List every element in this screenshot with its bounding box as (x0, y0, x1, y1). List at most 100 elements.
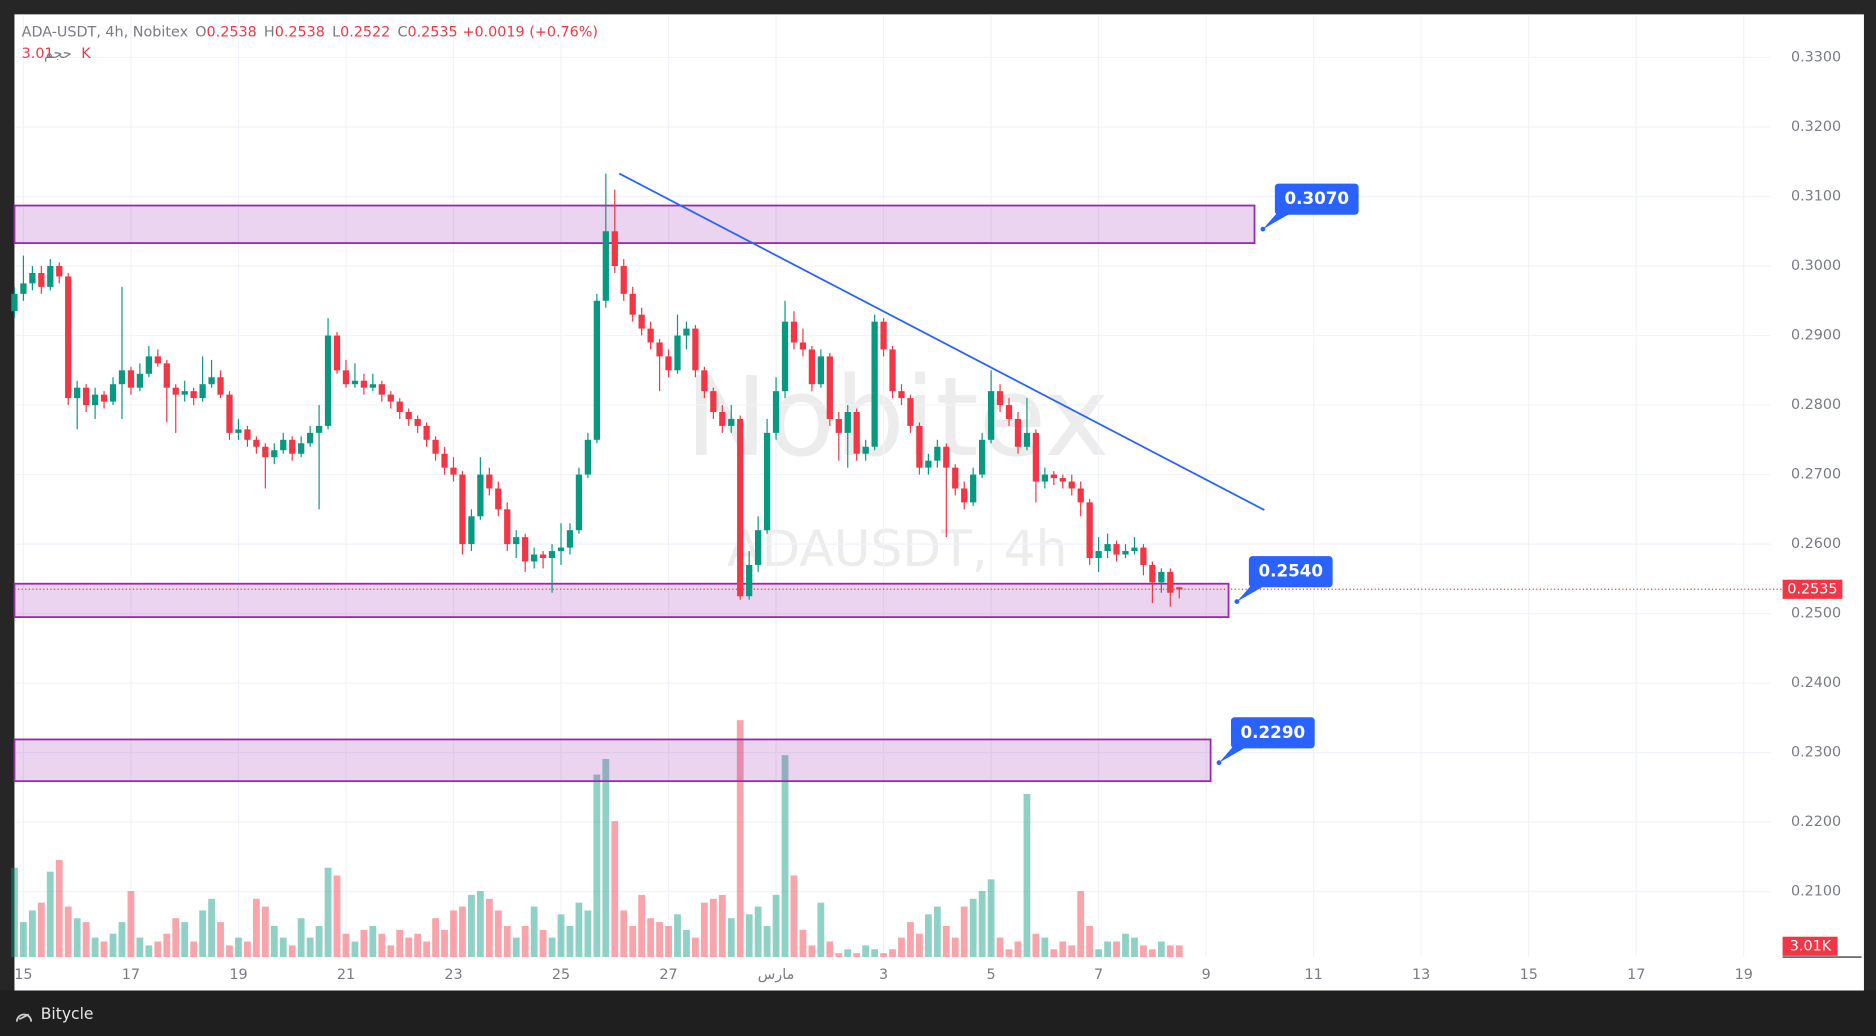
candle-body (674, 335, 681, 371)
volume-bar (1032, 933, 1040, 958)
volume-bar (826, 941, 834, 958)
volume-bar (235, 937, 242, 958)
x-tick-label: 19 (1735, 967, 1753, 983)
candle-body (127, 370, 135, 388)
y-tick-label: 0.2300 (1791, 745, 1841, 761)
volume-bar (790, 875, 798, 958)
volume-bar (369, 925, 377, 958)
footer-bar (0, 990, 1876, 1036)
candle-body (333, 335, 341, 371)
volume-bar (190, 941, 198, 958)
y-tick-label: 0.3200 (1791, 119, 1841, 135)
candle-body (647, 328, 654, 343)
candle-body (315, 425, 323, 433)
volume-bar (279, 937, 287, 958)
candle-body (324, 335, 332, 426)
candle-body (208, 377, 215, 385)
volume-bar (261, 906, 269, 958)
candle-body (763, 432, 771, 531)
volume-bar (1077, 891, 1085, 958)
ohlc-key: H (264, 24, 275, 40)
candle-body (74, 387, 81, 399)
volume-bar (539, 929, 547, 958)
volume-bar (315, 925, 323, 958)
candle-body (262, 446, 269, 458)
candle-body (244, 429, 251, 440)
volume-bar (781, 755, 789, 958)
candle-body (1068, 481, 1075, 489)
volume-bar (1068, 945, 1076, 958)
volume-bar (692, 937, 699, 958)
candle-body (880, 321, 887, 350)
candle-body (871, 321, 878, 447)
candle-body (898, 391, 905, 399)
candle-body (925, 460, 932, 468)
y-tick-label: 0.2700 (1791, 467, 1841, 483)
candle-body (1158, 571, 1165, 583)
volume-bar (683, 929, 690, 958)
volume-bar (136, 937, 144, 958)
volume-bar (709, 898, 717, 958)
volume-bar (530, 906, 538, 958)
candle-body (808, 349, 816, 385)
candle-body (91, 394, 99, 406)
volume-bar (593, 774, 601, 958)
watermark: Nobitex (685, 353, 1109, 481)
volume-bar (835, 953, 843, 958)
volume-bar (1095, 949, 1103, 958)
volume-bar (871, 949, 879, 958)
volume-bar (584, 910, 592, 958)
volume-bar (620, 910, 628, 958)
volume-bar (28, 910, 36, 958)
volume-bar (763, 925, 771, 958)
y-tick-label: 0.2200 (1791, 814, 1841, 830)
candle-body (737, 418, 744, 597)
volume-bar (351, 941, 359, 958)
volume-tag-label: 3.01K (1790, 938, 1832, 954)
candle-body (1041, 474, 1048, 482)
candle-body (755, 530, 762, 565)
volume-bar (297, 918, 305, 958)
candle-body (38, 272, 45, 287)
x-tick-label: 15 (14, 967, 32, 983)
volume-bar (387, 945, 395, 958)
candle-body (575, 474, 583, 531)
volume-bar (199, 910, 207, 958)
volume-bar (548, 937, 556, 958)
volume-bar (924, 914, 932, 958)
ohlc-key: C (397, 24, 407, 40)
candle-body (199, 384, 206, 399)
volume-bar (512, 937, 520, 958)
volume-bar (55, 859, 63, 958)
candle-body (719, 412, 726, 426)
volume-bar (270, 925, 278, 958)
volume-bar (754, 906, 762, 958)
x-tick-label: 17 (1627, 967, 1645, 983)
candle-body (638, 314, 645, 329)
candle-body (656, 342, 663, 357)
candle-body (109, 384, 117, 402)
candle-body (889, 349, 896, 392)
volume-bar (1005, 949, 1013, 958)
volume-bar (1166, 945, 1174, 958)
volume-bar (1086, 925, 1094, 958)
candles (11, 173, 1183, 607)
volume-bar (853, 953, 861, 958)
ohlc-value: 0.2522 (340, 24, 390, 40)
footer-text: Bitycle (41, 1005, 94, 1023)
candle-body (360, 380, 368, 388)
candle-body (1131, 547, 1138, 552)
chart-area (14, 14, 1864, 991)
volume-bar (647, 918, 655, 958)
y-tick-label: 0.2900 (1791, 328, 1841, 344)
volume-bar (1148, 949, 1156, 958)
ohlc-value: 0.2538 (275, 24, 325, 40)
candle-body (432, 439, 439, 454)
candle-body (611, 231, 618, 267)
volume-bar (441, 929, 448, 958)
candle-body (459, 474, 466, 545)
candle-body (799, 342, 807, 350)
footer-icon (15, 1013, 33, 1022)
candle-body (584, 439, 592, 475)
